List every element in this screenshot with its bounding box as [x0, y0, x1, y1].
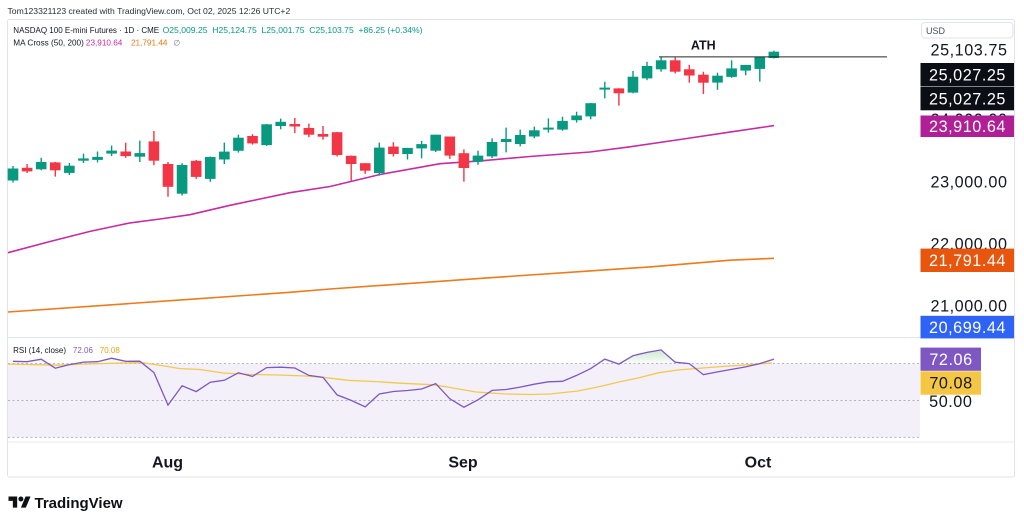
- svg-text:MA Cross (50, 200): MA Cross (50, 200): [13, 38, 84, 47]
- svg-text:70.08: 70.08: [100, 346, 121, 355]
- svg-text:21,000.00: 21,000.00: [931, 298, 1008, 316]
- svg-text:72.06: 72.06: [929, 351, 972, 369]
- svg-text:Oct: Oct: [745, 455, 772, 472]
- svg-text:23,910.64: 23,910.64: [929, 118, 1006, 136]
- svg-text:23,000.00: 23,000.00: [931, 174, 1008, 192]
- svg-text:23,910.64: 23,910.64: [86, 38, 123, 47]
- svg-text:Sep: Sep: [448, 455, 478, 472]
- svg-text:25,027.25: 25,027.25: [929, 90, 1006, 108]
- svg-text:ATH: ATH: [691, 39, 716, 53]
- svg-text:25,027.25: 25,027.25: [929, 66, 1006, 84]
- svg-text:25,103.75: 25,103.75: [931, 42, 1008, 60]
- svg-text:O25,009.25 H25,124.75 L25,00: O25,009.25 H25,124.75 L25,001.75 C25,103…: [163, 25, 423, 35]
- svg-text:RSI (14, close): RSI (14, close): [13, 346, 66, 355]
- svg-text:72.06: 72.06: [73, 346, 94, 355]
- svg-text:∅: ∅: [173, 38, 180, 47]
- svg-text:USD: USD: [926, 26, 946, 36]
- svg-text:20,699.44: 20,699.44: [929, 319, 1006, 337]
- svg-text:TradingView: TradingView: [35, 495, 123, 512]
- svg-text:70.08: 70.08: [929, 375, 972, 393]
- svg-text:21,791.44: 21,791.44: [131, 38, 168, 47]
- svg-text:Aug: Aug: [152, 455, 183, 472]
- svg-text:Tom123321123 created with Trad: Tom123321123 created with TradingView.co…: [8, 6, 291, 16]
- svg-text:21,791.44: 21,791.44: [929, 252, 1006, 270]
- svg-text:NASDAQ 100 E-mini Futures · 1D: NASDAQ 100 E-mini Futures · 1D · CME: [13, 26, 159, 35]
- svg-text:50.00: 50.00: [929, 393, 972, 411]
